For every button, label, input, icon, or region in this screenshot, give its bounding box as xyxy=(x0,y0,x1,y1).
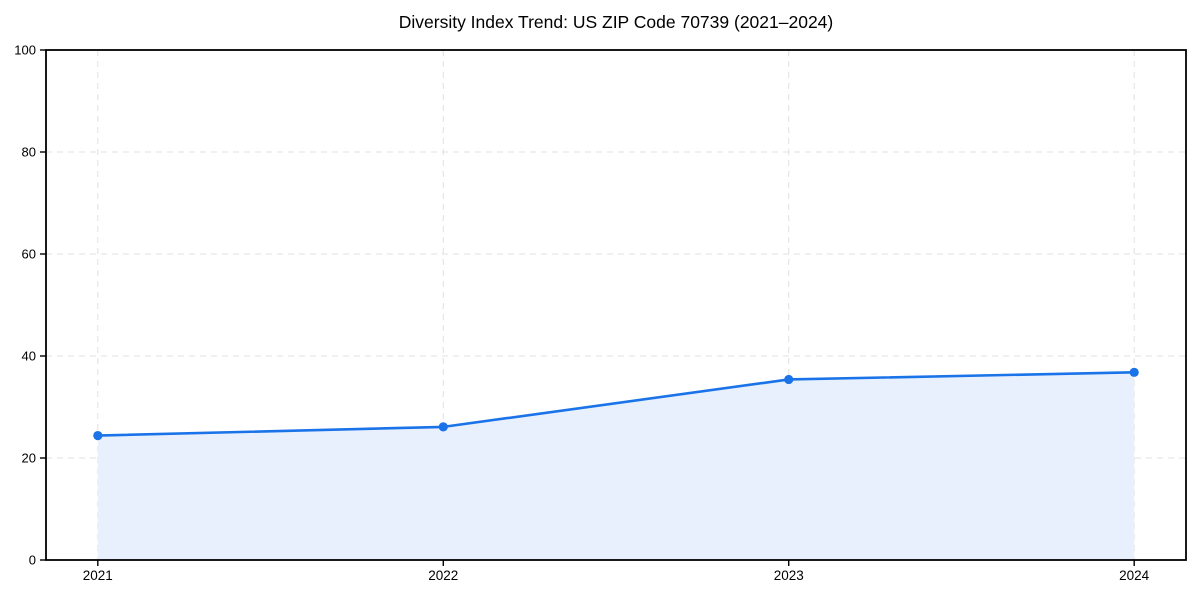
data-point-marker xyxy=(784,374,794,385)
chart-title: Diversity Index Trend: US ZIP Code 70739… xyxy=(398,12,834,32)
data-point-marker xyxy=(93,430,103,441)
x-tick-label: 2021 xyxy=(83,568,113,583)
x-tick-label: 2024 xyxy=(1119,568,1150,583)
y-tick-label: 0 xyxy=(29,553,36,568)
x-tick-label: 2022 xyxy=(428,568,458,583)
trend-line xyxy=(96,371,1136,437)
y-tick-label: 100 xyxy=(14,43,36,58)
data-point-marker xyxy=(1129,367,1139,377)
x-tick-label: 2023 xyxy=(774,568,804,583)
y-tick-label: 80 xyxy=(22,145,36,160)
data-point-marker xyxy=(438,422,448,432)
y-tick-label: 40 xyxy=(22,349,36,364)
plot-frame xyxy=(45,49,1187,561)
y-tick-label: 20 xyxy=(22,451,36,466)
y-tick-label: 60 xyxy=(22,247,36,262)
area-fill xyxy=(97,372,1135,560)
